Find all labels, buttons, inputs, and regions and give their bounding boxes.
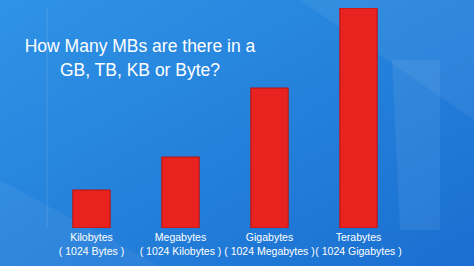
category-label: Kilobytes ( 1024 Bytes ) <box>59 231 124 257</box>
title-line: How Many MBs are there in a <box>25 36 256 56</box>
bar <box>340 8 377 228</box>
decor <box>0 180 160 266</box>
category-label: Terabytes ( 1024 Gigabytes ) <box>315 231 401 257</box>
bar <box>73 190 110 228</box>
decor <box>392 60 440 230</box>
background <box>0 0 474 266</box>
title: How Many MBs are there in a GB, TB, KB or… <box>25 36 256 80</box>
bar <box>251 88 288 228</box>
label-line: Kilobytes <box>70 231 113 243</box>
decor <box>300 0 474 120</box>
category-label: Megabytes ( 1024 Kilobytes ) <box>140 231 222 257</box>
label-line: Terabytes <box>336 231 382 243</box>
chart: Kilobytes ( 1024 Bytes ) Megabytes ( 1024 K… <box>0 0 474 266</box>
title-line: GB, TB, KB or Byte? <box>60 60 220 80</box>
label-line: ( 1024 Kilobytes ) <box>140 245 222 257</box>
category-label: Gigabytes ( 1024 Megabytes ) <box>224 231 314 257</box>
label-line: ( 1024 Bytes ) <box>59 245 124 257</box>
label-line: ( 1024 Gigabytes ) <box>315 245 401 257</box>
bar <box>162 157 199 228</box>
label-line: Megabytes <box>155 231 206 243</box>
label-line: Gigabytes <box>246 231 293 243</box>
label-line: ( 1024 Megabytes ) <box>224 245 314 257</box>
